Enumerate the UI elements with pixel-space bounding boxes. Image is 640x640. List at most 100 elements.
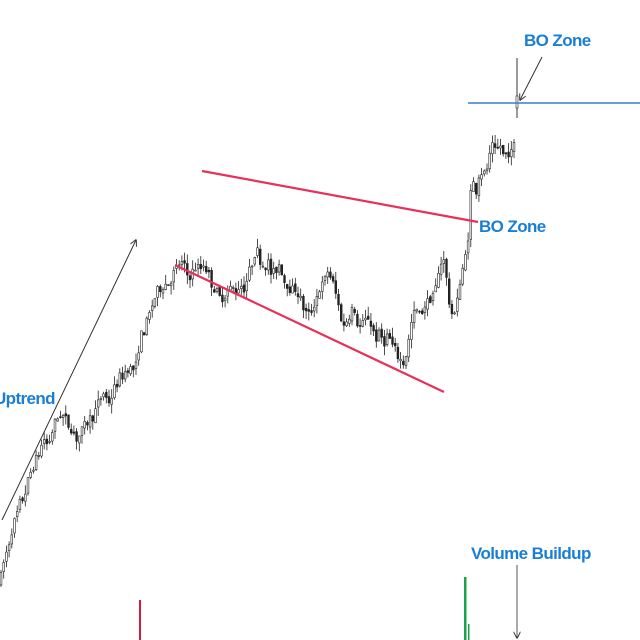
candle-body	[194, 269, 197, 272]
candle-body	[510, 149, 513, 158]
candle-body	[283, 275, 286, 283]
candle-body	[121, 372, 124, 380]
candle-body	[188, 275, 192, 281]
candle-body	[61, 415, 65, 418]
candle-body	[199, 263, 202, 270]
candle-body	[307, 309, 310, 312]
candle-body	[480, 174, 483, 180]
candle-body	[437, 272, 440, 288]
wedge-upper-trendline	[201, 169, 479, 224]
candle-body	[412, 310, 416, 323]
candle-body	[294, 283, 297, 292]
candle-body	[161, 289, 165, 294]
candle-body	[124, 371, 127, 380]
candle-body	[469, 190, 472, 240]
candle-body	[129, 366, 132, 375]
candle-body	[391, 336, 394, 345]
candle-body	[7, 544, 11, 551]
candle-body	[291, 285, 294, 294]
candle-body	[261, 265, 265, 268]
candle-body	[493, 143, 497, 148]
candle-body	[134, 361, 138, 369]
candle-body	[40, 444, 43, 457]
candle-body	[315, 296, 319, 307]
candle-body	[221, 294, 224, 303]
candle-body	[99, 398, 103, 400]
candle-body	[196, 264, 200, 269]
candle-body	[404, 356, 408, 366]
candle-body	[377, 329, 381, 342]
candle-body	[142, 332, 146, 336]
candle-body	[396, 346, 400, 360]
candle-body	[0, 572, 3, 586]
candle-body	[445, 258, 448, 278]
candle-body	[345, 321, 348, 327]
candle-body	[248, 266, 251, 281]
candle-body	[215, 288, 219, 292]
candle-body	[334, 280, 337, 294]
candle-body	[458, 283, 462, 300]
candle-body	[337, 293, 340, 306]
candle-body	[232, 287, 235, 289]
candle-body	[169, 282, 173, 287]
candle-body	[205, 266, 208, 273]
candle-body	[264, 267, 267, 271]
candle-body	[461, 267, 464, 285]
candle-body	[361, 320, 364, 327]
candle-body	[380, 328, 383, 338]
candle-body	[80, 426, 84, 436]
candle-body	[5, 551, 8, 562]
candle-body	[512, 142, 516, 152]
candle-body	[456, 297, 459, 312]
breakout-candle-body	[515, 95, 519, 109]
candle-body	[2, 562, 5, 572]
candle-body	[240, 285, 243, 289]
candle-body	[72, 431, 76, 434]
candle-body	[383, 336, 386, 347]
candle-body	[472, 181, 475, 192]
candle-body	[245, 280, 248, 292]
candle-body	[258, 248, 262, 265]
candle-body	[442, 259, 445, 264]
candle-body	[299, 295, 302, 299]
candle-body	[302, 296, 305, 311]
candle-body	[37, 455, 41, 457]
candle-body	[331, 276, 335, 282]
candle-body	[288, 286, 292, 293]
candle-body	[439, 263, 443, 275]
candle-body	[213, 289, 216, 293]
candle-body	[207, 269, 211, 273]
candle-body	[91, 415, 95, 422]
candle-body	[285, 283, 289, 289]
candle-body	[151, 305, 154, 311]
candle-body	[318, 291, 321, 299]
candle-body	[59, 416, 62, 418]
candle-body	[507, 151, 510, 158]
candle-body	[326, 271, 329, 278]
candle-body	[364, 317, 367, 321]
candle-body	[18, 498, 22, 511]
candle-body	[426, 298, 429, 310]
candle-body	[350, 307, 354, 322]
candle-body	[26, 477, 30, 494]
candle-body	[353, 309, 356, 313]
candle-body	[369, 320, 373, 327]
candle-body	[42, 439, 46, 444]
candle-body	[304, 307, 308, 312]
candle-body	[110, 398, 113, 405]
candle-body	[202, 265, 205, 268]
candle-body	[415, 308, 418, 312]
candle-body	[75, 431, 78, 442]
candle-body	[229, 285, 232, 291]
candle-body	[501, 144, 505, 155]
candle-body	[267, 259, 270, 271]
candle-body	[280, 264, 283, 276]
candle-body	[474, 182, 478, 195]
uptrend-label: Uptrend	[0, 389, 55, 408]
candle-series	[0, 58, 519, 587]
candle-body	[483, 170, 486, 175]
candle-body	[339, 304, 343, 322]
candle-body	[342, 321, 346, 326]
volume-bar-green	[464, 577, 467, 640]
